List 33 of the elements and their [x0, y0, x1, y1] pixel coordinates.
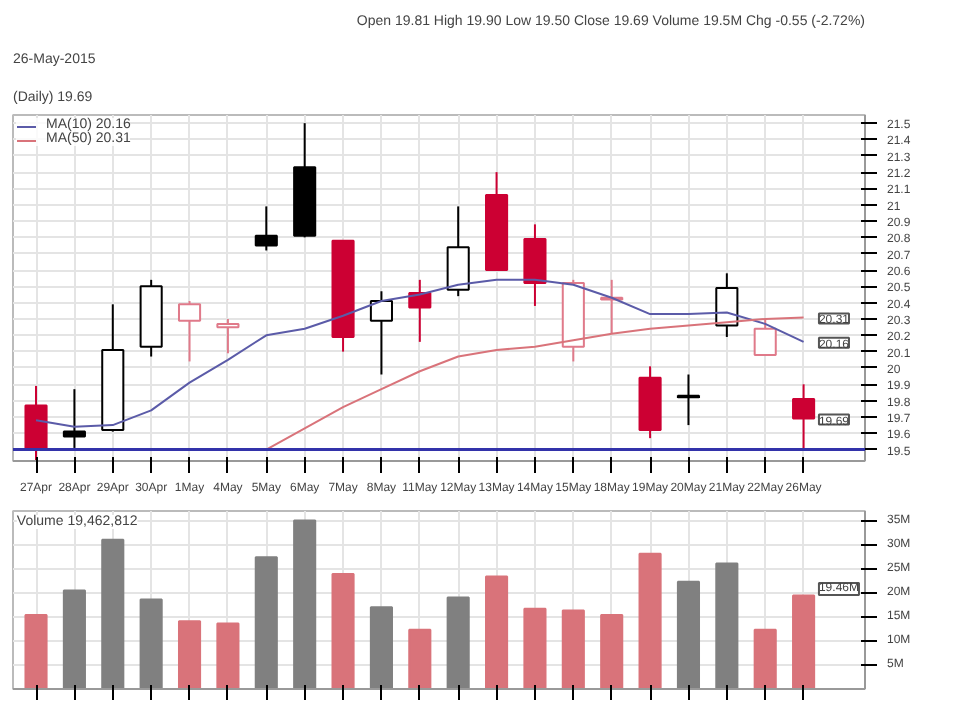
candlestick — [369, 290, 393, 376]
candlestick — [753, 318, 777, 356]
bar — [369, 606, 393, 689]
bar — [216, 622, 240, 689]
bar — [676, 580, 701, 689]
bar — [753, 628, 777, 689]
candlestick — [408, 278, 432, 343]
bar — [600, 613, 624, 689]
candlestick — [254, 205, 278, 252]
candlestick — [62, 388, 86, 449]
bar — [485, 575, 509, 689]
bar — [638, 552, 662, 689]
bar — [446, 596, 470, 689]
bar — [715, 562, 739, 689]
candlestick — [24, 384, 48, 461]
bar — [331, 573, 355, 689]
bar — [408, 628, 432, 689]
bar — [62, 589, 86, 689]
bar — [177, 620, 202, 689]
candlestick — [715, 272, 739, 338]
bar — [523, 607, 547, 689]
candlestick — [216, 318, 240, 355]
bar — [561, 609, 585, 689]
bar — [792, 594, 816, 689]
candlestick — [792, 383, 816, 451]
candlestick — [177, 300, 202, 363]
bar — [101, 538, 125, 689]
bar — [254, 556, 278, 689]
candlestick — [523, 223, 547, 307]
bar — [24, 613, 48, 689]
bar — [293, 519, 317, 689]
bar — [139, 598, 163, 689]
candlestick — [446, 205, 470, 298]
